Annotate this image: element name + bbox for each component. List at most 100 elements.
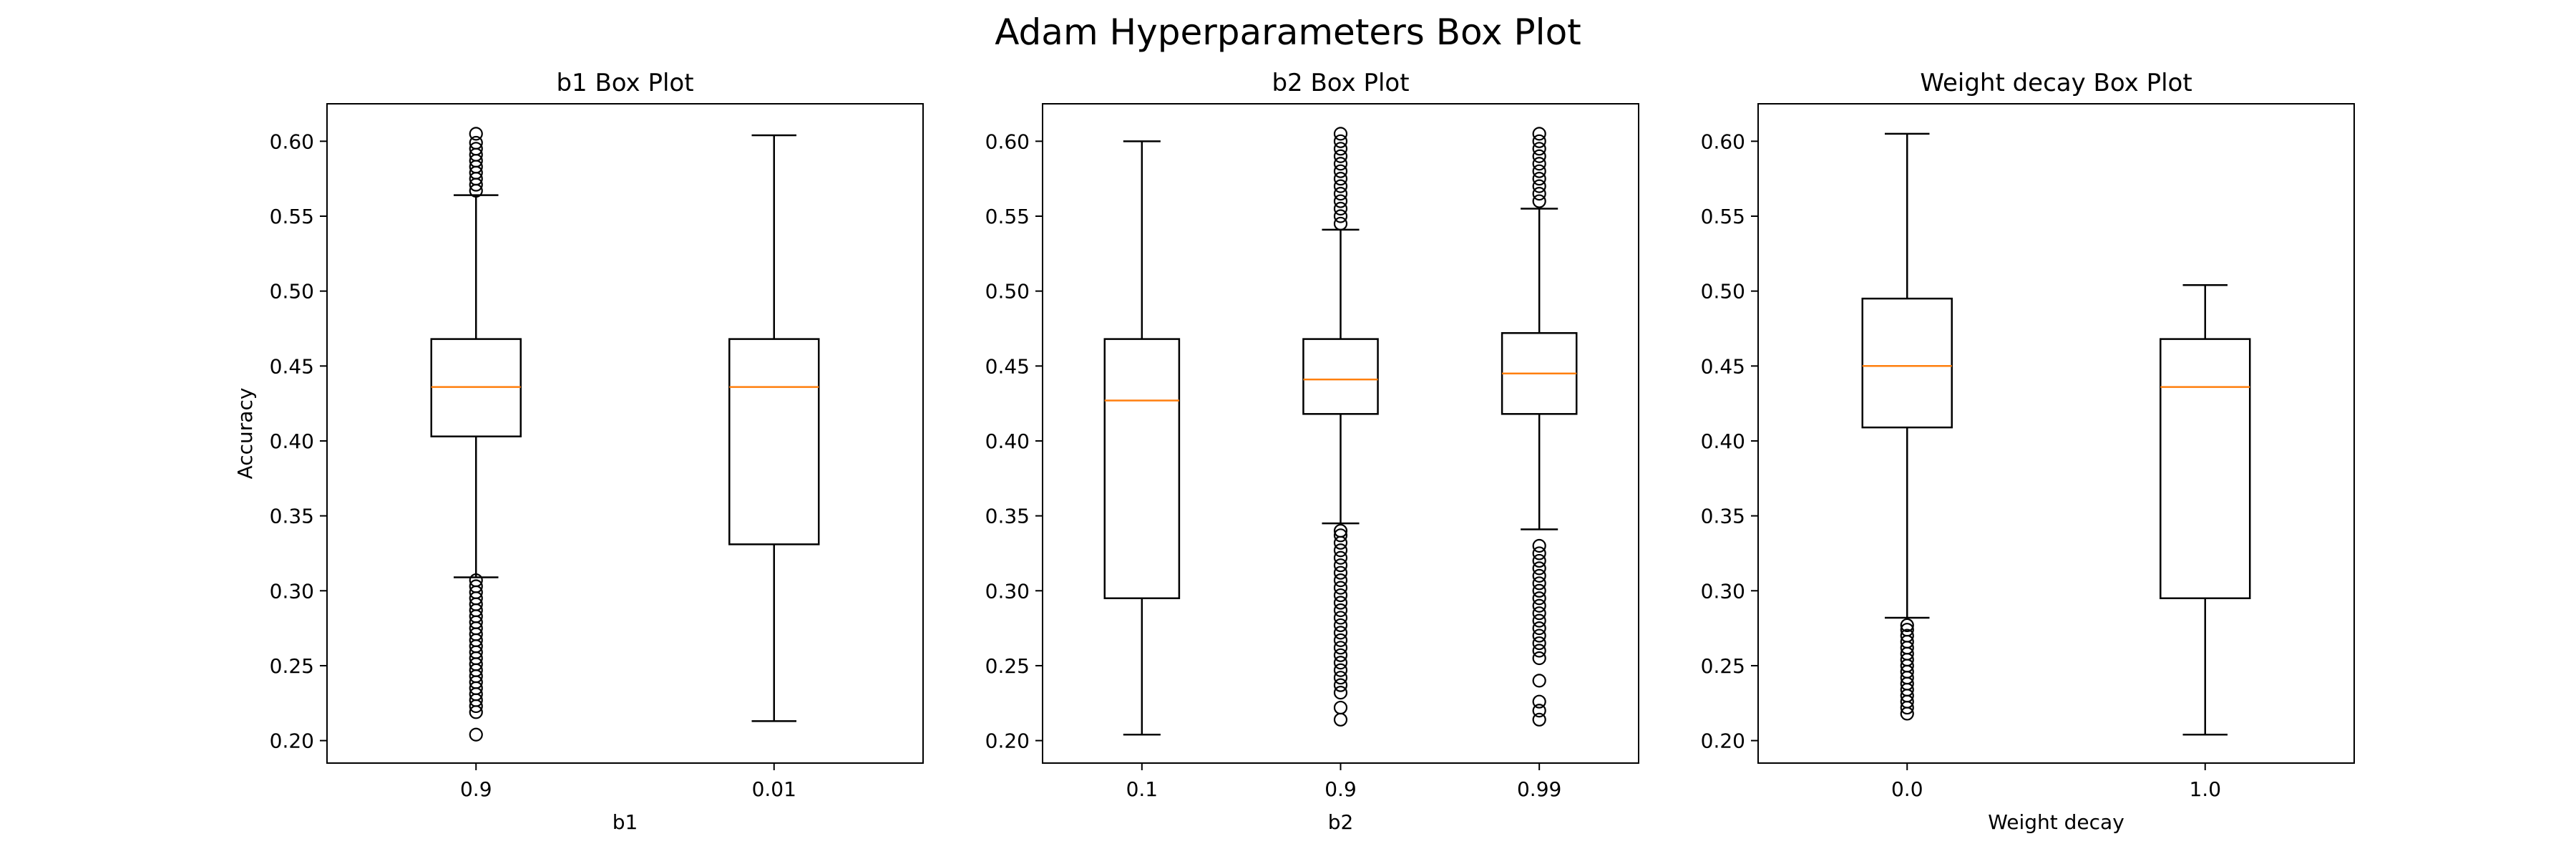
x-axis-label: b1 xyxy=(613,810,638,834)
iqr-box xyxy=(2160,338,2251,599)
outlier-point xyxy=(469,127,483,141)
iqr-box xyxy=(728,338,820,545)
x-tick-label: 0.01 xyxy=(752,777,796,801)
y-tick-label: 0.20 xyxy=(985,729,1030,753)
y-tick-label: 0.40 xyxy=(1701,430,1745,453)
outlier-point xyxy=(1333,194,1348,208)
outlier-point xyxy=(1333,164,1348,178)
outlier-point xyxy=(1333,588,1348,603)
outlier-point xyxy=(1532,674,1546,688)
outlier-point xyxy=(1333,172,1348,186)
outlier-point xyxy=(1532,694,1546,709)
outlier-point xyxy=(1532,576,1546,591)
outlier-point xyxy=(1532,134,1546,148)
outlier-point xyxy=(1532,186,1546,201)
y-tick-label: 0.50 xyxy=(270,280,314,304)
outlier-point xyxy=(1532,157,1546,171)
outlier-point xyxy=(1333,611,1348,625)
subplot-title: Weight decay Box Plot xyxy=(1920,69,2192,97)
outlier-point xyxy=(1532,568,1546,583)
outlier-point xyxy=(1333,663,1348,677)
outlier-point xyxy=(469,579,483,593)
box-0.9 xyxy=(430,127,522,742)
x-axis-label: b2 xyxy=(1328,810,1354,834)
axes-frame xyxy=(326,103,924,764)
box-0.0 xyxy=(1861,132,1953,721)
y-tick-label: 0.60 xyxy=(1701,130,1745,153)
outlier-point xyxy=(1333,528,1348,543)
outlier-point xyxy=(1333,596,1348,610)
outlier-point xyxy=(1532,164,1546,178)
outlier-point xyxy=(1333,641,1348,655)
y-tick-label: 0.35 xyxy=(270,505,314,528)
outlier-point xyxy=(1532,149,1546,163)
outlier-point xyxy=(1532,644,1546,658)
y-tick-label: 0.55 xyxy=(985,205,1030,228)
x-tick-label: 1.0 xyxy=(2189,777,2221,801)
outlier-point xyxy=(1333,179,1348,193)
x-axis-label: Weight decay xyxy=(1988,810,2124,834)
x-tick-label: 0.1 xyxy=(1126,777,1158,801)
y-tick-label: 0.45 xyxy=(985,354,1030,378)
outlier-point xyxy=(1900,629,1914,643)
outlier-point xyxy=(1333,656,1348,670)
outlier-point xyxy=(1532,538,1546,553)
iqr-box xyxy=(1861,297,1953,429)
y-tick-label: 0.60 xyxy=(985,130,1030,153)
y-tick-label: 0.45 xyxy=(270,354,314,378)
y-tick-label: 0.35 xyxy=(985,505,1030,528)
x-tick-label: 0.9 xyxy=(1324,777,1357,801)
y-tick-label: 0.50 xyxy=(985,280,1030,304)
y-tick-label: 0.25 xyxy=(1701,654,1745,678)
outlier-point xyxy=(1532,583,1546,598)
iqr-box xyxy=(1103,338,1181,599)
box-0.99 xyxy=(1501,127,1578,727)
outlier-point xyxy=(1333,671,1348,685)
outlier-point xyxy=(1532,704,1546,718)
y-tick-label: 0.55 xyxy=(270,205,314,228)
outlier-point xyxy=(1333,216,1348,231)
box-0.1 xyxy=(1103,140,1181,736)
outlier-point xyxy=(1333,700,1348,715)
y-tick-label: 0.30 xyxy=(270,579,314,603)
outlier-point xyxy=(1333,633,1348,647)
outlier-point xyxy=(1333,558,1348,573)
subplot-title: b2 Box Plot xyxy=(1272,69,1409,97)
outlier-point xyxy=(1333,581,1348,595)
outlier-point xyxy=(1333,201,1348,216)
y-tick-label: 0.20 xyxy=(270,729,314,753)
x-tick-label: 0.9 xyxy=(460,777,492,801)
outlier-point xyxy=(1333,566,1348,580)
outlier-point xyxy=(1333,186,1348,201)
outlier-point xyxy=(1333,678,1348,692)
outlier-point xyxy=(1532,127,1546,141)
subplot-1: b1 Box Plot 0.20 0.25 0.30 0.35 0.40 0.45 0.50 0… xyxy=(233,69,924,834)
outlier-point xyxy=(1532,561,1546,576)
y-tick-label: 0.40 xyxy=(985,430,1030,453)
outlier-point xyxy=(1532,546,1546,560)
box-0.9 xyxy=(1302,127,1379,727)
outlier-point xyxy=(1532,651,1546,666)
y-tick-label: 0.30 xyxy=(985,579,1030,603)
y-tick-label: 0.35 xyxy=(1701,505,1745,528)
y-axis-label: Accuracy xyxy=(233,388,257,480)
outlier-point xyxy=(1333,543,1348,558)
outlier-point xyxy=(1532,613,1546,628)
y-tick-label: 0.50 xyxy=(1701,280,1745,304)
figure-title: Adam Hyperparameters Box Plot xyxy=(995,11,1581,53)
outlier-point xyxy=(1333,209,1348,223)
outlier-point xyxy=(1532,194,1546,208)
outlier-point xyxy=(1333,550,1348,565)
outlier-point xyxy=(469,135,483,150)
box-0.01 xyxy=(728,134,820,722)
outlier-point xyxy=(1333,149,1348,163)
box-1.0 xyxy=(2160,284,2251,736)
outlier-point xyxy=(1333,618,1348,633)
outlier-point xyxy=(1333,686,1348,700)
y-tick-label: 0.20 xyxy=(1701,729,1745,753)
subplot-3: Weight decay Box Plot 0.20 0.25 0.30 0.35 0.4… xyxy=(1701,69,2355,834)
outlier-point xyxy=(469,727,483,742)
outlier-point xyxy=(1333,523,1348,538)
